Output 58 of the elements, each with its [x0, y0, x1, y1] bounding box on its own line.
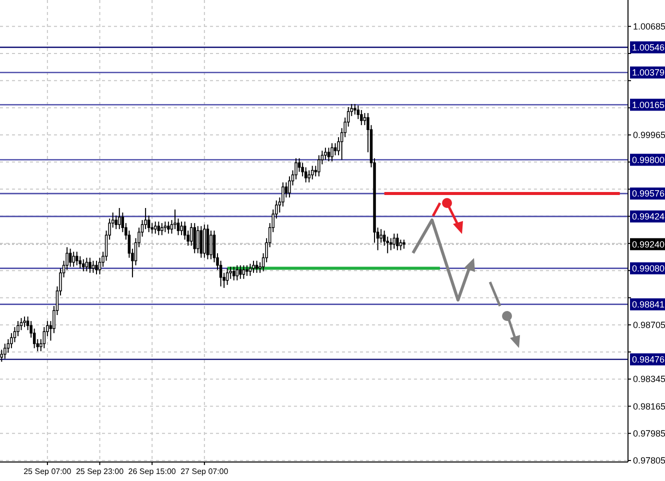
candlestick: [167, 221, 170, 234]
y-tick-label: 0.98705: [633, 320, 665, 330]
candlestick: [23, 316, 26, 328]
ref-line-label: 0.99800: [632, 154, 665, 165]
ref-line-label: 0.99576: [632, 188, 665, 199]
ref-line-label: 0.98476: [632, 354, 665, 364]
candlestick: [160, 222, 164, 236]
ref-line-label: 0.99080: [632, 263, 665, 274]
candlestick: [246, 264, 248, 276]
candlestick: [200, 226, 203, 258]
y-tick-label: 0.98345: [633, 374, 665, 384]
y-tick-label: 0.97805: [633, 456, 665, 466]
candlestick: [363, 112, 366, 126]
candlestick: [164, 221, 167, 233]
candlestick: [310, 165, 314, 180]
candlestick: [88, 257, 92, 274]
candlestick: [354, 104, 356, 116]
ref-line-label: 0.99240: [632, 239, 665, 250]
candlestick: [396, 233, 399, 251]
candlestick: [82, 258, 85, 272]
x-tick-label: 27 Sep 07:00: [180, 467, 229, 476]
y-tick-label: 0.99965: [633, 130, 665, 140]
candlestick: [193, 222, 196, 254]
candlestick: [402, 239, 406, 250]
candlestick: [360, 110, 363, 126]
y-tick-label: 1.00685: [633, 22, 665, 32]
candlestick: [226, 268, 229, 286]
candlestick: [95, 260, 98, 275]
x-tick-label: 25 Sep 07:00: [24, 467, 72, 476]
candlestick: [190, 222, 193, 246]
candlestick: [252, 260, 255, 274]
candlestick: [154, 221, 157, 234]
ref-line-label: 1.00379: [632, 68, 665, 78]
candlestick: [196, 226, 200, 254]
ref-line-label: 1.00546: [632, 42, 665, 52]
candlestick: [239, 264, 242, 280]
candlestick: [157, 221, 160, 236]
candlestick: [118, 208, 121, 230]
candlestick: [324, 147, 327, 160]
ref-line-label: 0.98841: [632, 299, 665, 310]
ref-line-label: 0.99424: [632, 212, 665, 222]
candlestick: [308, 170, 310, 183]
candlestick: [304, 166, 308, 183]
candlestick: [330, 142, 334, 162]
ref-line-label: 1.00165: [632, 100, 665, 110]
x-tick-label: 26 Sep 15:00: [128, 467, 176, 476]
candlestick: [68, 248, 72, 268]
candlestick: [318, 154, 320, 177]
candlestick: [180, 221, 183, 236]
candlestick: [72, 251, 75, 268]
candlestick: [210, 230, 212, 260]
y-tick-label: 0.98165: [633, 401, 665, 412]
candlestick: [4, 343, 6, 360]
y-tick-label: 0.97985: [633, 428, 665, 439]
candlestick: [380, 228, 382, 244]
candlestick: [114, 215, 118, 230]
x-tick-label: 25 Sep 23:00: [76, 467, 124, 476]
candlestick: [174, 209, 176, 230]
